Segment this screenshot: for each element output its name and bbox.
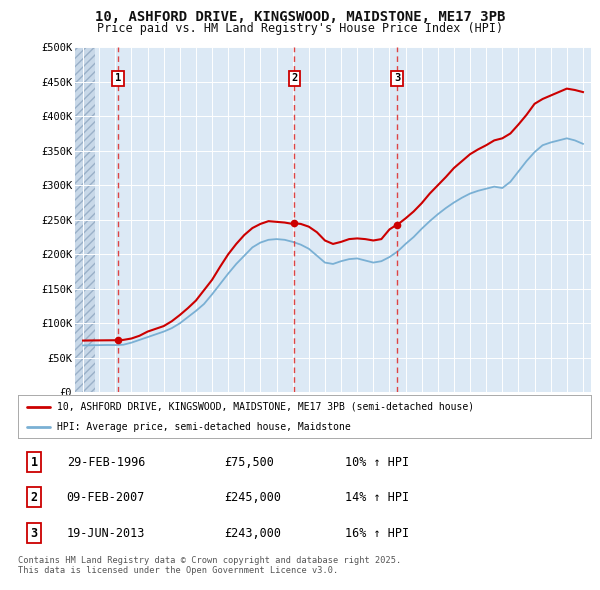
Text: 1: 1 (115, 73, 121, 83)
Text: 09-FEB-2007: 09-FEB-2007 (67, 490, 145, 504)
Text: £245,000: £245,000 (224, 490, 281, 504)
Text: £243,000: £243,000 (224, 527, 281, 540)
Text: £75,500: £75,500 (224, 455, 274, 468)
Text: 16% ↑ HPI: 16% ↑ HPI (344, 527, 409, 540)
Bar (75, 47, 95, 392)
Text: 2: 2 (292, 73, 298, 83)
Text: 10, ASHFORD DRIVE, KINGSWOOD, MAIDSTONE, ME17 3PB: 10, ASHFORD DRIVE, KINGSWOOD, MAIDSTONE,… (95, 10, 505, 24)
Text: 29-FEB-1996: 29-FEB-1996 (67, 455, 145, 468)
Text: 19-JUN-2013: 19-JUN-2013 (67, 527, 145, 540)
Text: 3: 3 (394, 73, 400, 83)
Text: 14% ↑ HPI: 14% ↑ HPI (344, 490, 409, 504)
Text: HPI: Average price, semi-detached house, Maidstone: HPI: Average price, semi-detached house,… (57, 422, 351, 432)
Text: 1: 1 (31, 455, 38, 468)
Text: Contains HM Land Registry data © Crown copyright and database right 2025.
This d: Contains HM Land Registry data © Crown c… (18, 556, 401, 575)
Text: 10, ASHFORD DRIVE, KINGSWOOD, MAIDSTONE, ME17 3PB (semi-detached house): 10, ASHFORD DRIVE, KINGSWOOD, MAIDSTONE,… (57, 402, 474, 412)
Text: 2: 2 (31, 490, 38, 504)
Text: 3: 3 (31, 527, 38, 540)
Text: Price paid vs. HM Land Registry's House Price Index (HPI): Price paid vs. HM Land Registry's House … (97, 22, 503, 35)
Text: 10% ↑ HPI: 10% ↑ HPI (344, 455, 409, 468)
